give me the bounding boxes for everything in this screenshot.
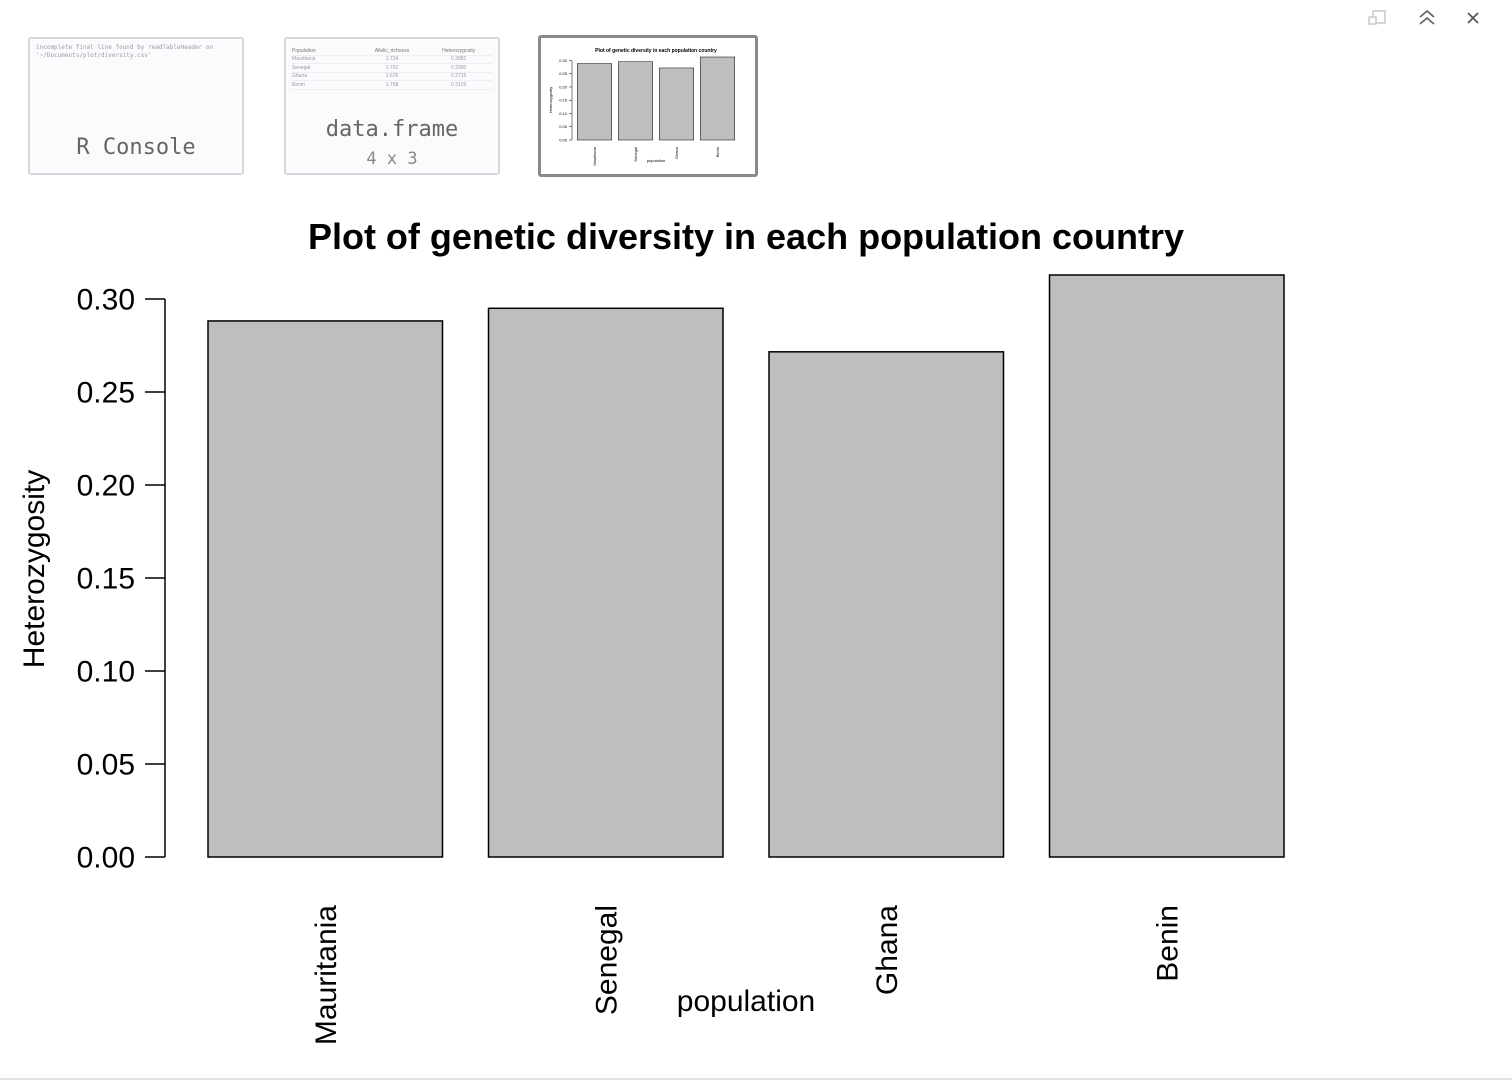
y-axis-label: Heterozygosity [548, 87, 553, 113]
thumbnail-label-console: R Console [76, 135, 196, 160]
mini-table-row: Ghana 1.676 0.2716 [292, 73, 492, 81]
thumbnail-label-data-frame: data.frame [325, 117, 459, 142]
mini-table-header: Population Allelic_richness Heterozygosi… [292, 47, 492, 56]
popout-window-icon [1368, 10, 1386, 25]
y-tick-label: 0.05 [77, 748, 135, 781]
x-category-label: Senegal [633, 147, 638, 162]
y-tick-label: 0.05 [559, 124, 568, 129]
mini-col-header: Heterozygosity [442, 47, 476, 54]
y-tick-label: 0.00 [77, 842, 135, 875]
x-axis-label: population [647, 158, 665, 163]
mini-data-table: Population Allelic_richness Heterozygosi… [292, 47, 492, 90]
mini-table-row: Benin 1.758 0.3129 [292, 81, 492, 90]
close-icon [1467, 12, 1479, 24]
data-frame-dimensions: 4 x 3 [366, 149, 418, 169]
x-category-label: Ghana [674, 146, 679, 159]
mini-cell: 0.3129 [451, 81, 467, 88]
mini-table-row: Mauritania 1.734 0.2882 [292, 56, 492, 64]
mini-cell: 1.762 [385, 64, 399, 71]
y-tick-label: 0.15 [559, 98, 568, 103]
y-tick-label: 0.15 [77, 562, 135, 595]
bar-mauritania [207, 320, 444, 858]
mini-cell: 0.2882 [451, 56, 467, 63]
bottom-divider [0, 1078, 1512, 1080]
mini-col-header: Population [292, 47, 316, 54]
mini-cell: 1.676 [385, 73, 399, 80]
mini-cell: 0.2716 [451, 73, 467, 80]
thumbnail-plot-selected[interactable]: Plot of genetic diversity in each popula… [538, 35, 758, 177]
y-tick-label: 0.30 [77, 283, 135, 316]
mini-cell: Ghana [292, 73, 308, 80]
bar-ghana [659, 67, 694, 141]
bar-mauritania [577, 63, 612, 141]
y-tick-label: 0.25 [559, 71, 568, 76]
x-axis-label: population [677, 985, 815, 1018]
mini-cell: 1.734 [385, 56, 399, 63]
thumbnail-data-frame[interactable]: Population Allelic_richness Heterozygosi… [284, 37, 500, 175]
y-tick-label: 0.30 [559, 58, 568, 63]
x-category-label: Benin [715, 147, 720, 157]
y-tick-label: 0.00 [559, 137, 568, 142]
bar-ghana [768, 351, 1005, 858]
bar-chart: Plot of genetic diversity in each popula… [18, 216, 1285, 1045]
mini-cell: 1.758 [385, 81, 399, 88]
x-category-label: Benin [1151, 905, 1184, 982]
y-tick-label: 0.10 [559, 111, 568, 116]
mini-table-row: Senegal 1.762 0.2950 [292, 64, 492, 73]
mini-cell: Senegal [292, 64, 311, 71]
x-category-label: Mauritania [592, 146, 597, 165]
mini-cell: Mauritania [292, 56, 316, 63]
popout-window-button[interactable] [1364, 6, 1390, 30]
y-tick-label: 0.25 [77, 376, 135, 409]
close-button[interactable] [1460, 6, 1486, 30]
bar-senegal [618, 61, 653, 141]
x-category-label: Mauritania [310, 905, 343, 1045]
y-tick-label: 0.10 [77, 655, 135, 688]
double-chevron-up-icon [1419, 9, 1435, 25]
chart-title: Plot of genetic diversity in each popula… [308, 216, 1184, 257]
collapse-panel-button[interactable] [1414, 6, 1440, 30]
mini-cell: 0.2950 [451, 64, 467, 71]
mini-bar-chart: Plot of genetic diversity in each popula… [548, 48, 735, 166]
x-category-label: Ghana [871, 905, 904, 995]
chart-title: Plot of genetic diversity in each popula… [595, 48, 717, 54]
bar-benin [700, 56, 735, 141]
bar-benin [1048, 274, 1285, 858]
y-axis-label: Heterozygosity [18, 470, 51, 668]
bar-senegal [487, 307, 724, 858]
thumbnail-r-console[interactable]: incomplete final line found by readTable… [28, 37, 244, 175]
mini-col-header: Allelic_richness [374, 47, 410, 54]
x-category-label: Senegal [590, 905, 623, 1015]
console-warning-message: incomplete final line found by readTable… [36, 44, 214, 59]
mini-cell: Benin [292, 81, 305, 88]
y-tick-label: 0.20 [77, 469, 135, 502]
y-tick-label: 0.20 [559, 84, 568, 89]
